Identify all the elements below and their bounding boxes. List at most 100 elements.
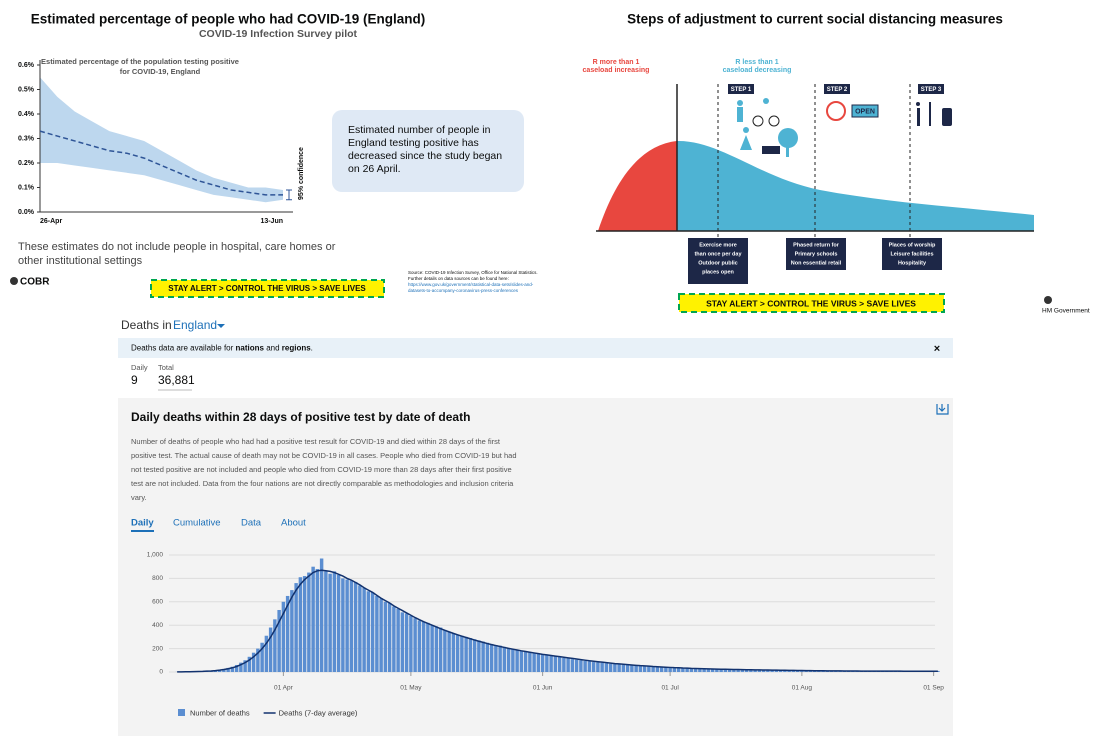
bar [485,642,490,672]
stay-alert-text: STAY ALERT > CONTROL THE VIRUS > SAVE LI… [706,298,916,308]
bar [434,626,439,672]
bar [579,660,583,672]
y-tick-label: 0 [159,669,163,676]
card-description: test are not included. Data from the fou… [131,479,514,488]
card-description: Number of deaths of people who had had a… [131,437,501,446]
headline-value: 36,881 [158,373,195,387]
step-label: STEP 3 [921,87,942,93]
bar [400,612,405,672]
phase-label: caseload increasing [583,67,650,74]
step-box [882,238,942,270]
bar [532,653,536,672]
bar [668,667,672,672]
bar [698,668,702,672]
bar [302,576,307,672]
bar [689,668,694,672]
chart-card [118,398,953,736]
notice-link[interactable]: regions [282,344,311,353]
bar [247,656,252,672]
x-tick-label: 01 Jul [661,685,679,692]
stay-alert-banner [150,279,385,298]
headline-value: 9 [131,373,138,387]
step-badge [918,84,944,94]
bar [498,645,502,672]
bar [553,656,558,672]
bar [519,650,524,672]
bar [430,625,434,672]
bar [294,583,298,672]
x-tick-label: 01 Jun [533,685,553,692]
bar [328,573,332,672]
bar [307,572,311,672]
card-description: not tested positive are not included and… [131,465,512,474]
bar [366,591,371,672]
bar [324,571,328,672]
source-link[interactable]: https://www.gov.uk/government/statistica… [408,282,534,287]
phase-label: R less than 1 [735,59,778,66]
bar [455,634,460,672]
tab[interactable]: Daily [131,518,154,529]
left-title: Estimated percentage of people who had C… [31,12,426,27]
bar [647,666,651,672]
x-tick-label: 26-Apr [40,218,62,225]
bar [791,670,796,672]
bar [234,664,239,672]
step-badge [824,84,850,94]
bar [570,659,575,672]
x-tick-label: 01 Apr [274,685,294,692]
area-selector[interactable]: England [173,318,217,332]
bar [706,668,711,672]
bar [285,595,290,672]
tab[interactable]: About [281,518,306,529]
bar [574,659,579,672]
close-button[interactable]: × [934,343,940,355]
bar [472,639,477,672]
step-box-text: Phased return for [793,242,840,248]
band-label: 95% confidence [298,147,305,200]
average-line [177,569,938,673]
bar [562,657,566,672]
y-tick-label: 0.6% [18,62,35,69]
download-icon[interactable] [936,404,949,415]
source-text: Source: COVID-19 Infection Survey, Offic… [408,270,538,275]
step-box [688,238,748,284]
bar [273,619,277,672]
notice-link[interactable]: nations [236,344,265,353]
bar [370,592,375,672]
bar [260,642,264,672]
bar [630,665,634,672]
bar [651,666,655,672]
mini-chart-title: Estimated percentage of the population t… [41,57,239,66]
confidence-key [286,189,292,201]
bar [226,667,230,672]
step-label: STEP 1 [731,87,752,93]
bar [319,558,324,672]
tab[interactable]: Data [241,518,262,529]
crest-icon [1044,296,1052,304]
y-tick-label: 400 [152,622,163,629]
tab[interactable]: Cumulative [173,518,221,529]
headline-label: Total [158,363,174,372]
bar [778,670,783,672]
x-tick-label: 01 Sep [923,685,944,692]
bar [740,669,745,672]
blue-curve [677,140,1034,231]
bar [511,649,515,672]
callout-text: England testing positive has [348,137,479,149]
legend-label: Number of deaths [190,708,250,717]
dropdown-caret[interactable] [217,324,225,328]
notice-part: . [311,344,313,353]
bar [676,667,681,672]
bar [290,590,294,672]
source-link[interactable]: datasets-to-accompany-coronavirus-press-… [408,288,519,293]
callout-text: on 26 April. [348,163,401,175]
y-tick-label: 200 [152,645,163,652]
bar [583,660,587,672]
bar [642,666,647,672]
notice-text: Deaths data are available for nations an… [131,344,313,353]
bar [774,670,779,672]
bar [477,640,481,672]
callout-text: Estimated number of people in [348,124,491,136]
bar [417,620,422,672]
